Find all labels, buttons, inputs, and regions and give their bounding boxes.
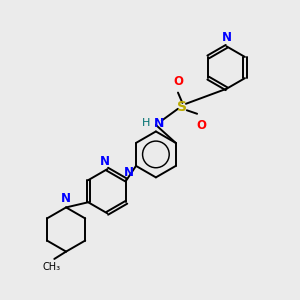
Text: H: H	[142, 118, 150, 128]
Text: S: S	[177, 100, 188, 114]
Text: N: N	[154, 117, 164, 130]
Text: CH₃: CH₃	[42, 262, 60, 272]
Text: O: O	[173, 75, 183, 88]
Text: O: O	[196, 119, 206, 132]
Text: N: N	[124, 166, 134, 179]
Text: N: N	[61, 192, 71, 205]
Text: N: N	[100, 155, 110, 168]
Text: N: N	[222, 31, 232, 44]
